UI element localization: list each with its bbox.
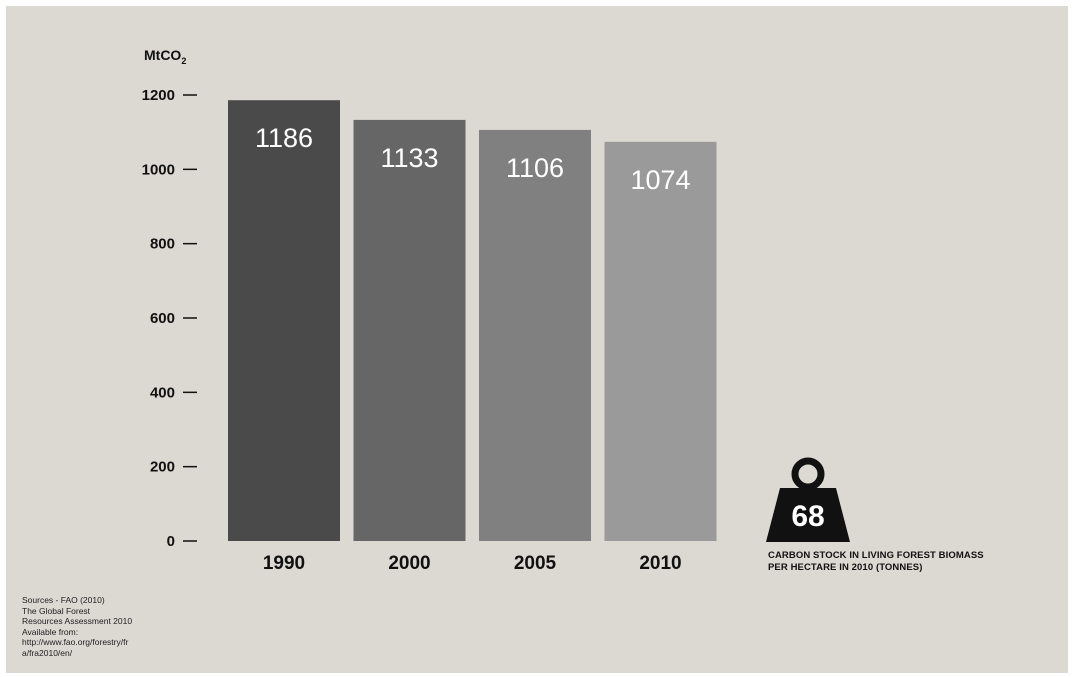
x-tick-label: 2005 <box>514 553 557 574</box>
y-tick-label: 200 <box>150 459 175 476</box>
bar-2005 <box>479 129 591 542</box>
source-line: Resources Assessment 2010 <box>22 616 133 626</box>
bar-value-label: 1106 <box>506 153 564 183</box>
carbon-stock-value: 68 <box>791 500 825 533</box>
bar-2010 <box>604 141 717 541</box>
x-tick-label: 2010 <box>639 553 681 574</box>
source-line: Sources - FAO (2010) <box>22 595 105 605</box>
y-tick-label: 400 <box>150 384 175 401</box>
weight-icon <box>766 457 850 542</box>
bar-value-label: 1133 <box>380 143 438 173</box>
caption-line-1: CARBON STOCK IN LIVING FOREST BIOMASS <box>768 550 984 561</box>
carbon-stock-caption: CARBON STOCK IN LIVING FOREST BIOMASS PE… <box>768 550 1008 574</box>
x-tick-label: 1990 <box>263 553 305 574</box>
sources-note: Sources - FAO (2010) The Global Forest R… <box>22 595 152 658</box>
bar-2000 <box>353 119 466 541</box>
bar-value-label: 1074 <box>630 165 690 195</box>
caption-line-2: PER HECTARE IN 2010 (TONNES) <box>768 562 923 573</box>
bar-value-label: 1186 <box>255 123 313 153</box>
y-tick-label: 600 <box>150 310 175 327</box>
source-line: http://www.fao.org/forestry/fr <box>22 637 129 647</box>
y-tick-label: 0 <box>167 533 175 550</box>
y-tick-label: 800 <box>150 236 175 253</box>
x-tick-label: 2000 <box>388 553 430 574</box>
source-line: Available from: <box>22 626 79 637</box>
source-line: a/fra2010/en/ <box>22 647 73 658</box>
y-tick-label: 1000 <box>142 161 175 178</box>
bar-1990 <box>228 100 340 541</box>
source-line: The Global Forest <box>22 605 91 616</box>
y-tick-label: 1200 <box>142 87 175 104</box>
y-axis-unit-label: MtCO2 <box>144 47 187 66</box>
